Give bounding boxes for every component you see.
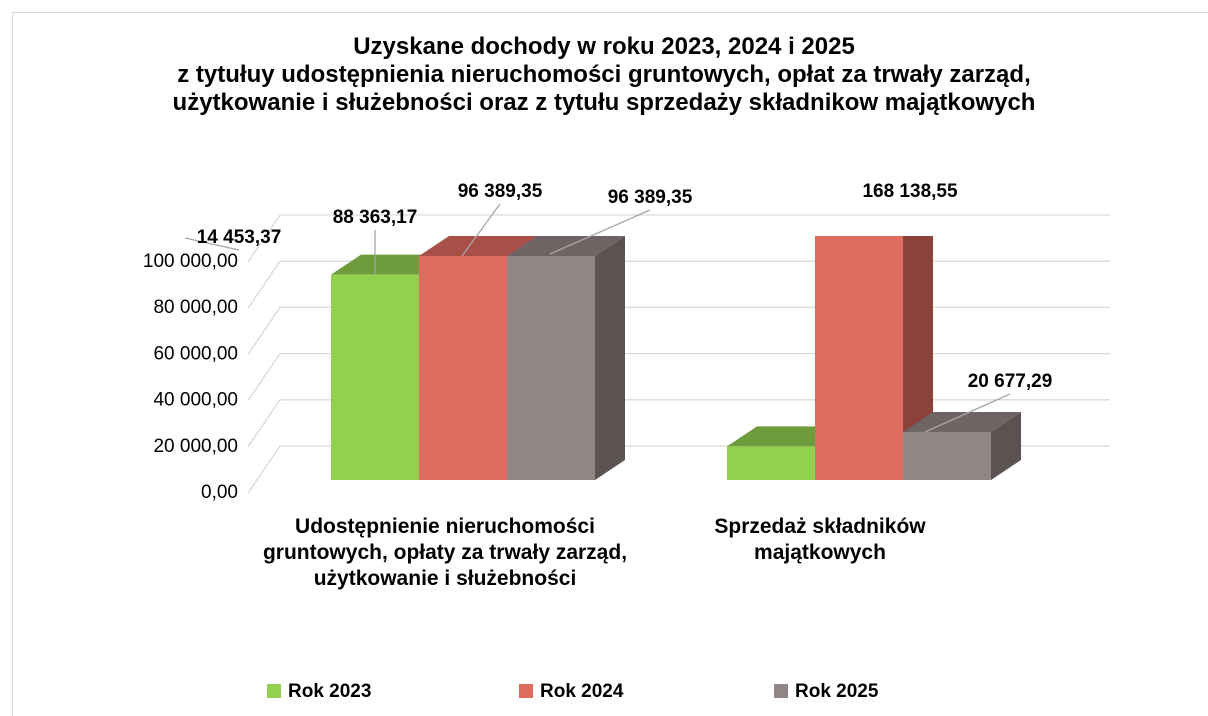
data-label: 96 389,35 [458, 181, 543, 202]
legend-swatch [267, 684, 281, 698]
y-tick-label: 100 000,00 [143, 251, 238, 272]
bar-side [595, 236, 625, 480]
data-label: 14 453,37 [197, 227, 282, 248]
grid-line [247, 214, 1110, 263]
legend-label: Rok 2023 [288, 681, 371, 702]
data-label: 96 389,35 [608, 187, 693, 208]
bar-top [419, 236, 537, 256]
bar [815, 236, 903, 481]
y-tick-label: 80 000,00 [153, 297, 238, 318]
x-tick-label: Udostępnienie nieruchomości gruntowych, … [262, 515, 628, 590]
data-label: 20 677,29 [968, 371, 1053, 392]
bar [727, 446, 815, 480]
bar [507, 255, 595, 480]
bar-side [991, 411, 1021, 480]
leader-line [549, 209, 651, 255]
legend-label: Rok 2025 [795, 681, 879, 702]
leader-line [184, 237, 240, 251]
legend-label: Rok 2024 [540, 681, 624, 702]
data-label: 88 363,17 [333, 207, 418, 228]
bar-top [507, 236, 625, 256]
y-tick-label: 0,00 [201, 482, 238, 503]
leader-line [461, 203, 501, 257]
y-tick-label: 60 000,00 [153, 343, 238, 364]
data-label: 168 138,55 [862, 181, 958, 202]
y-tick-label: 20 000,00 [153, 436, 238, 457]
x-tick-label: Sprzedaż składników majątkowych [714, 515, 926, 564]
bar [903, 431, 991, 480]
chart-title: Uzyskane dochody w roku 2023, 2024 i 202… [172, 33, 1036, 116]
bar-top [903, 411, 1021, 432]
bar [331, 274, 419, 480]
legend-swatch [519, 684, 533, 698]
legend-swatch [774, 684, 788, 698]
bar [419, 255, 507, 480]
bars [331, 236, 1021, 481]
leader-line [924, 393, 1011, 433]
y-tick-label: 40 000,00 [153, 390, 238, 411]
